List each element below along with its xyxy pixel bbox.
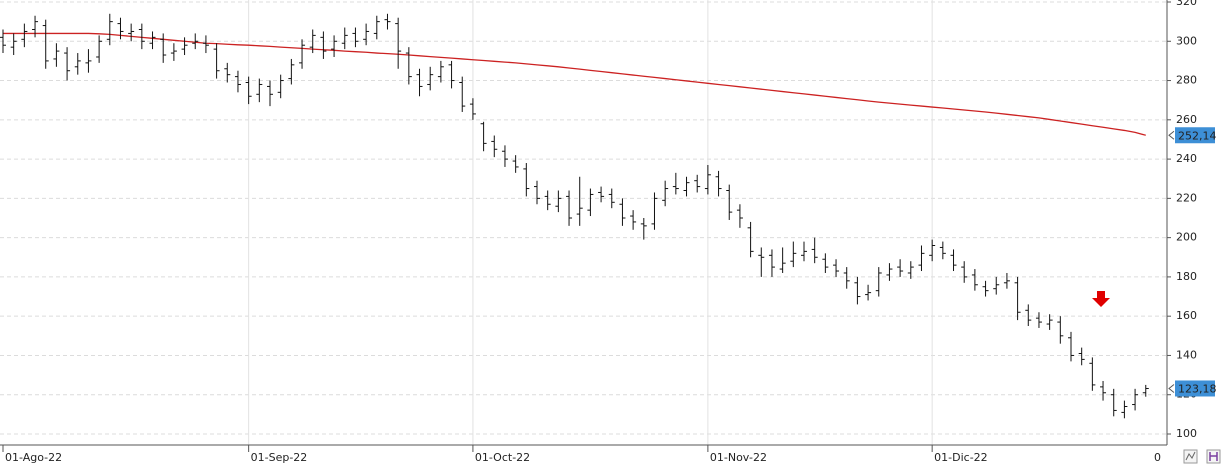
- x-tick-label: 01-Nov-22: [710, 451, 767, 464]
- y-tick-label: 160: [1176, 309, 1197, 322]
- price-marker-box: [1175, 127, 1215, 144]
- y-tick-label: 320: [1176, 0, 1197, 8]
- plot-area: [0, 13, 1149, 419]
- x-tick-label: 01-Dic-22: [934, 451, 988, 464]
- price-marker-label: 252,14: [1178, 129, 1217, 142]
- y-tick-label: 180: [1176, 270, 1197, 283]
- y-tick-label: 280: [1176, 74, 1197, 87]
- signal-arrow: [1092, 291, 1110, 307]
- price-marker-label: 123,18: [1178, 382, 1217, 395]
- price-marker-box: [1175, 380, 1215, 397]
- y-tick-label: 240: [1176, 152, 1197, 165]
- grid: [0, 0, 1167, 445]
- moving-average-line: [3, 32, 1146, 136]
- y-tick-label: 140: [1176, 348, 1197, 361]
- x-edge-label: 0: [1154, 451, 1161, 464]
- y-tick-label: 260: [1176, 113, 1197, 126]
- y-tick-label: 100: [1176, 427, 1197, 440]
- toolbar-icon: [1209, 452, 1218, 461]
- x-tick-label: 01-Ago-22: [5, 451, 62, 464]
- y-tick-label: 200: [1176, 231, 1197, 244]
- x-tick-label: 01-Oct-22: [475, 451, 530, 464]
- x-tick-label: 01-Sep-22: [251, 451, 308, 464]
- price-marker-arrow: [1168, 384, 1175, 393]
- toolbar-icon: [1185, 451, 1196, 461]
- price-marker-arrow: [1168, 130, 1175, 140]
- y-tick-label: 300: [1176, 34, 1197, 47]
- y-tick-label: 220: [1176, 191, 1197, 204]
